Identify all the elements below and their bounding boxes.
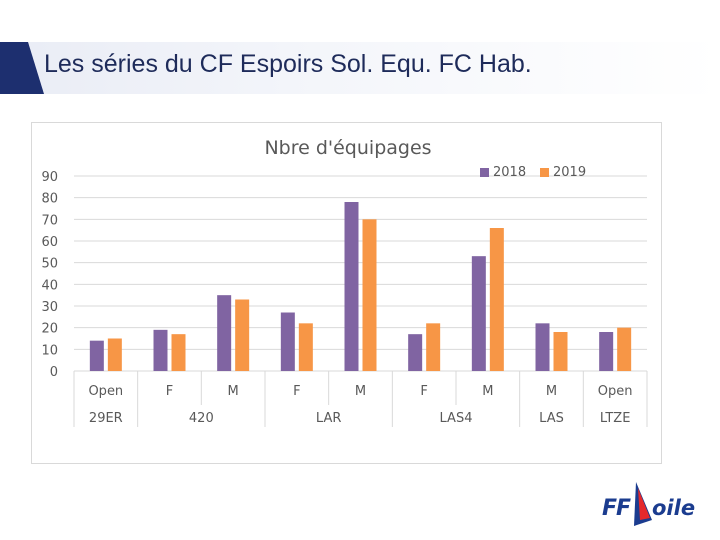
logo-text-voile: oile [652, 496, 696, 520]
bar-2019-3 [298, 323, 313, 371]
x-category-label: Open [88, 384, 123, 399]
x-category-label: M [355, 384, 366, 399]
y-tick-label: 50 [41, 257, 58, 272]
sail-icon [634, 482, 652, 526]
x-group-label: LTZE [600, 411, 631, 426]
bar-2019-8 [617, 327, 632, 371]
bar-chart: Nbre d'équipages 0 10 20 30 40 50 60 70 80 90 Open F… [41, 137, 648, 427]
logo-text-ff: FF [602, 496, 631, 521]
bar-2018-4 [344, 202, 359, 371]
bar-2019-2 [235, 299, 250, 371]
x-category-label: M [546, 384, 557, 399]
y-tick-label: 80 [41, 192, 58, 207]
chart-frame: Nbre d'équipages 0 10 20 30 40 50 60 70 80 90 Open F… [31, 122, 662, 464]
legend-label-2019: 2019 [553, 165, 586, 180]
x-group-label: 29ER [89, 411, 123, 426]
title-band [0, 42, 720, 94]
y-tick-label: 20 [41, 322, 58, 337]
legend-swatch-2019 [540, 168, 549, 177]
bar-2019-0 [107, 338, 122, 371]
x-category-label: M [228, 384, 239, 399]
bar-2018-5 [408, 334, 423, 371]
bar-2019-5 [426, 323, 441, 371]
bar-2018-1 [153, 329, 168, 371]
y-tick-label: 10 [41, 343, 58, 358]
bar-2018-7 [535, 323, 550, 371]
x-group-label: LAS4 [440, 411, 473, 426]
x-category-label: M [482, 384, 493, 399]
x-group-label: 420 [189, 411, 214, 426]
y-tick-label: 30 [41, 300, 58, 315]
x-category-label: F [420, 384, 427, 399]
x-category-label: F [293, 384, 300, 399]
x-group-label: LAS [539, 411, 564, 426]
bar-2019-1 [171, 334, 186, 371]
x-category-label: F [166, 384, 173, 399]
slide-title: Les séries du CF Espoirs Sol. Equ. FC Ha… [44, 50, 532, 78]
bar-2018-6 [471, 256, 486, 371]
bar-2019-4 [362, 219, 377, 371]
legend-swatch-2018 [480, 168, 489, 177]
bar-2018-0 [89, 340, 104, 371]
x-group-label: LAR [316, 411, 341, 426]
bar-2019-6 [489, 228, 504, 371]
y-tick-label: 40 [41, 278, 58, 293]
ffvoile-logo: FF oile [582, 474, 720, 540]
bar-2018-2 [217, 295, 232, 371]
x-category-label: Open [598, 384, 633, 399]
y-tick-label: 90 [41, 170, 58, 185]
y-tick-label: 60 [41, 235, 58, 250]
bar-2019-7 [553, 332, 568, 371]
y-tick-label: 70 [41, 213, 58, 228]
chart-title: Nbre d'équipages [264, 137, 431, 159]
bar-2018-8 [599, 332, 614, 371]
y-tick-label: 0 [50, 365, 58, 380]
bar-2018-3 [280, 312, 295, 371]
legend-label-2018: 2018 [493, 165, 526, 180]
